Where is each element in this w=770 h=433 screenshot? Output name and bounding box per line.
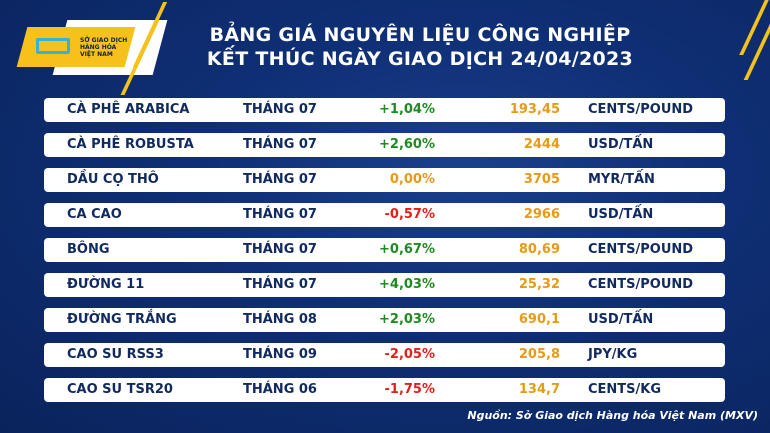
table-row: DẦU CỌ THÔ THÁNG 07 0,00% 3705 MYR/TẤN (44, 168, 725, 192)
contract-month: THÁNG 07 (243, 277, 317, 292)
commodity-name: ĐƯỜNG 11 (67, 277, 145, 292)
change-percent: -0,57% (384, 207, 436, 222)
commodity-name: CÀ PHÊ ROBUSTA (67, 137, 194, 152)
table-row: CAO SU TSR20 THÁNG 06 -1,75% 134,7 CENTS/KG (44, 378, 725, 402)
price-unit: CENTS/POUND (588, 242, 694, 257)
price-unit: MYR/TẤN (588, 172, 655, 187)
logo-line: VIỆT NAM (80, 51, 113, 58)
contract-month: THÁNG 07 (243, 172, 317, 187)
change-percent: +1,04% (379, 102, 435, 117)
price-value: 2966 (523, 207, 560, 222)
page-title: BẢNG GIÁ NGUYÊN LIỆU CÔNG NGHIỆP (209, 24, 631, 46)
price-value: 134,7 (518, 382, 560, 397)
change-percent: -1,75% (384, 382, 436, 397)
price-unit: USD/TẤN (588, 312, 654, 327)
price-unit: USD/TẤN (588, 137, 654, 152)
logo-line: HÀNG HÓA (80, 44, 117, 51)
price-unit: JPY/KG (588, 347, 638, 362)
table-row: BÔNG THÁNG 07 +0,67% 80,69 CENTS/POUND (44, 238, 725, 262)
contract-month: THÁNG 07 (243, 102, 317, 117)
source-note: Nguồn: Sở Giao dịch Hàng hóa Việt Nam (M… (467, 409, 758, 422)
commodity-name: CÀ PHÊ ARABICA (67, 102, 190, 117)
commodity-name: ĐƯỜNG TRẮNG (67, 312, 177, 327)
page-subtitle: KẾT THÚC NGÀY GIAO DỊCH 24/04/2023 (206, 48, 634, 70)
logo-text: SỞ GIAO DỊCH HÀNG HÓA VIỆT NAM (80, 37, 127, 58)
table-row: ĐƯỜNG TRẮNG THÁNG 08 +2,03% 690,1 USD/TẤN (44, 308, 725, 332)
price-value: 205,8 (518, 347, 560, 362)
table-row: CAO SU RSS3 THÁNG 09 -2,05% 205,8 JPY/KG (44, 343, 725, 367)
commodity-name: DẦU CỌ THÔ (67, 172, 159, 187)
price-unit: USD/TẤN (588, 207, 654, 222)
price-unit: CENTS/POUND (588, 277, 694, 292)
contract-month: THÁNG 09 (243, 347, 317, 362)
price-value: 3705 (523, 172, 560, 187)
table-row: CÀ PHÊ ARABICA THÁNG 07 +1,04% 193,45 CENTS/… (44, 98, 725, 122)
commodity-name: CA CAO (67, 207, 122, 222)
mxv-logo-icon (36, 38, 70, 54)
change-percent: +2,03% (379, 312, 435, 327)
contract-month: THÁNG 06 (243, 382, 317, 397)
price-value: 690,1 (518, 312, 560, 327)
commodity-name: CAO SU TSR20 (67, 382, 173, 397)
price-value: 193,45 (509, 102, 560, 117)
change-percent: +0,67% (379, 242, 435, 257)
change-percent: 0,00% (389, 172, 435, 187)
logo-line: SỞ GIAO DỊCH (80, 37, 128, 44)
contract-month: THÁNG 07 (243, 207, 317, 222)
price-value: 25,32 (518, 277, 560, 292)
contract-month: THÁNG 07 (243, 242, 317, 257)
table-row: CA CAO THÁNG 07 -0,57% 2966 USD/TẤN (44, 203, 725, 227)
decor-stripe (739, 0, 769, 55)
price-unit: CENTS/POUND (588, 102, 694, 117)
table-row: ĐƯỜNG 11 THÁNG 07 +4,03% 25,32 CENTS/POUND (44, 273, 725, 297)
contract-month: THÁNG 07 (243, 137, 317, 152)
change-percent: +4,03% (379, 277, 435, 292)
commodity-name: CAO SU RSS3 (67, 347, 164, 362)
change-percent: +2,60% (379, 137, 435, 152)
price-unit: CENTS/KG (588, 382, 662, 397)
contract-month: THÁNG 08 (243, 312, 317, 327)
commodity-name: BÔNG (67, 242, 110, 257)
table-row: CÀ PHÊ ROBUSTA THÁNG 07 +2,60% 2444 USD/TẤN (44, 133, 725, 157)
price-value: 2444 (523, 137, 560, 152)
price-value: 80,69 (518, 242, 560, 257)
change-percent: -2,05% (384, 347, 436, 362)
